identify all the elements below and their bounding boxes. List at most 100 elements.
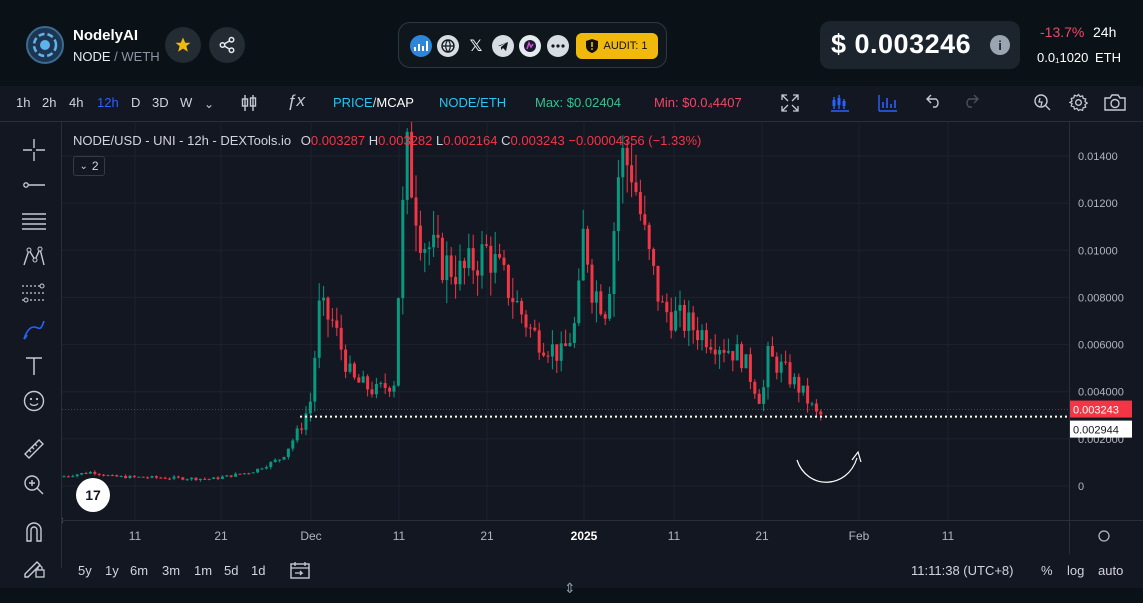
candle-type-icon[interactable] (240, 94, 258, 116)
zoom-icon[interactable] (20, 471, 48, 499)
crosshair-icon[interactable] (20, 136, 48, 164)
mcap-toggle[interactable]: MCAP (376, 95, 414, 110)
chevron-down-icon[interactable]: ⌄ (204, 97, 215, 111)
indicator-count: 2 (91, 159, 99, 173)
telegram-icon[interactable] (492, 35, 514, 57)
x-icon[interactable]: 𝕏 (469, 38, 483, 55)
candle-body (124, 475, 128, 479)
camera-icon[interactable] (1104, 94, 1126, 115)
share-button[interactable] (209, 27, 245, 63)
clock-display[interactable]: 11:11:38 (UTC+8) (911, 563, 1014, 578)
horizontal-lines-icon[interactable] (20, 207, 48, 235)
ruler-icon[interactable] (20, 435, 48, 463)
timeframe-1h[interactable]: 1h (16, 95, 31, 110)
resize-handle-icon[interactable]: ⇕ (564, 580, 576, 596)
candle-body (515, 300, 519, 303)
candle-body (792, 376, 796, 385)
pattern-icon[interactable] (20, 243, 48, 271)
candle-body (687, 312, 691, 331)
tradingview-logo[interactable]: 17 (76, 478, 110, 512)
price-toggle[interactable]: PRICE (333, 95, 373, 110)
price-mcap-toggle[interactable]: PRICE/MCAP (333, 95, 414, 110)
more-icon[interactable] (547, 35, 569, 57)
project-name: NodelyAI (73, 27, 139, 44)
candle-body (300, 428, 304, 430)
pair-toggle[interactable]: NODE/ETH (439, 95, 507, 110)
candle-body (282, 456, 286, 460)
indicators-badge[interactable]: ⌄ 2 (73, 156, 105, 176)
candle-body (801, 385, 805, 393)
brush-icon[interactable] (20, 316, 48, 344)
fib-icon[interactable] (20, 279, 48, 307)
candle-body (93, 471, 97, 474)
candle-body (352, 363, 356, 378)
range-1d[interactable]: 1d (251, 563, 266, 578)
auto-toggle[interactable]: auto (1098, 563, 1124, 578)
date-range-icon[interactable] (290, 561, 310, 583)
undo-icon[interactable] (926, 94, 942, 112)
timeframe-d[interactable]: D (131, 95, 141, 110)
range-3m[interactable]: 3m (162, 563, 181, 578)
redo-icon[interactable] (963, 94, 979, 112)
project-icon[interactable] (519, 35, 541, 57)
settings-icon[interactable] (1068, 93, 1089, 116)
quick-search-icon[interactable] (1033, 93, 1051, 115)
candle-body (766, 346, 770, 388)
candle-body (366, 376, 370, 390)
trend-line-icon[interactable] (20, 171, 48, 199)
chevron-down-icon: ⌄ (79, 160, 88, 172)
volume-chart-icon[interactable] (878, 94, 898, 116)
candle-body (608, 293, 612, 319)
drawn-curve (796, 457, 858, 483)
log-toggle[interactable]: log (1067, 563, 1085, 578)
lock-drawing-icon[interactable] (20, 553, 48, 581)
candle-body (458, 260, 462, 285)
candle-body (163, 477, 167, 479)
timeframe-2h[interactable]: 2h (42, 95, 57, 110)
candle-body (480, 244, 484, 276)
candle-body (220, 476, 224, 479)
timeframe-3d[interactable]: 3D (152, 95, 169, 110)
fullscreen-icon[interactable] (781, 94, 799, 116)
current-price-label: 0.003243 (1073, 405, 1119, 417)
candle-body (379, 383, 383, 385)
range-5y[interactable]: 5y (78, 563, 92, 578)
candle-body (797, 376, 801, 393)
candle-body (542, 352, 546, 356)
range-1m[interactable]: 1m (194, 563, 213, 578)
magnet-icon[interactable] (20, 518, 48, 546)
text-icon[interactable] (20, 352, 48, 380)
candle-body (682, 304, 686, 331)
range-6m[interactable]: 6m (130, 563, 149, 578)
candle-body (625, 147, 629, 166)
timeframe-w[interactable]: W (180, 95, 193, 110)
range-5d[interactable]: 5d (224, 563, 239, 578)
globe-icon[interactable] (437, 35, 459, 57)
emoji-icon[interactable] (20, 387, 48, 415)
audit-button[interactable]: AUDIT: 1 (576, 33, 658, 59)
percent-toggle[interactable]: % (1041, 563, 1053, 578)
chart-icon[interactable] (410, 35, 432, 57)
price-chart[interactable]: 0.01400 0.01200 0.01000 0.008000 0.006000 0.0… (62, 122, 1143, 554)
timeframe-12h[interactable]: 12h (97, 95, 119, 110)
range-1y[interactable]: 1y (105, 563, 119, 578)
pair-base: NODE (73, 49, 111, 64)
price-value: $ 0.003246 (831, 29, 972, 59)
candle-body (106, 475, 110, 477)
chart-panel: 1h 2h 4h 12h D 3D W ⌄ ƒx PRICE/MCAP NODE… (0, 86, 1143, 603)
info-icon[interactable]: i (990, 35, 1010, 55)
indicators-icon[interactable]: ƒx (287, 91, 305, 110)
favorite-button[interactable] (165, 27, 201, 63)
candle-body (317, 300, 321, 358)
candle-body (291, 440, 295, 449)
candle-body (577, 280, 581, 324)
candle-body (392, 385, 396, 392)
timeframe-4h[interactable]: 4h (69, 95, 84, 110)
candle-body (449, 255, 453, 277)
candle-body (726, 351, 730, 353)
candle-body (238, 473, 242, 475)
candles-chart-icon[interactable] (830, 94, 850, 116)
candle-body (814, 403, 818, 412)
candle-body (260, 468, 264, 470)
candle-body (295, 428, 299, 441)
